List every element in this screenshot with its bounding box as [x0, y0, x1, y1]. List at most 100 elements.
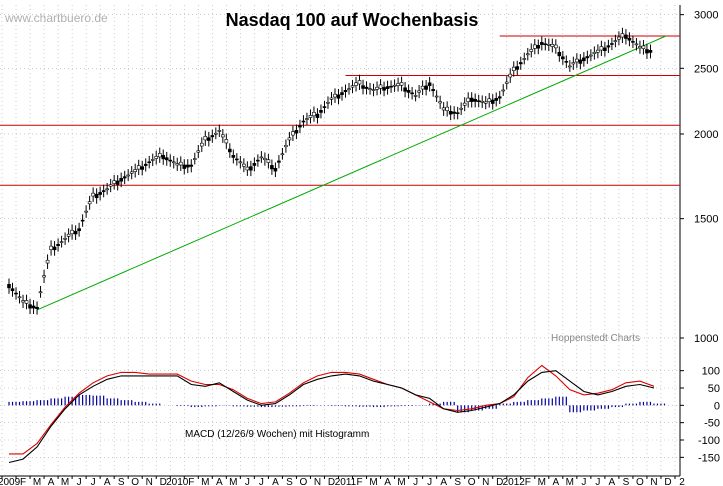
y-tick-label: 1000 [694, 333, 718, 345]
x-tick-label: S [118, 477, 125, 486]
y-tick-label: 2500 [694, 63, 718, 75]
macd-line [8, 370, 655, 464]
price-candle [561, 56, 565, 60]
price-candle [119, 178, 123, 182]
price-candle [375, 86, 379, 90]
price-candle [308, 115, 313, 118]
price-candle [466, 97, 470, 102]
x-tick-label: D [664, 477, 671, 486]
x-tick-label: J [595, 477, 600, 486]
price-candle [147, 161, 152, 164]
price-candle [105, 188, 109, 191]
price-candle [284, 145, 288, 148]
x-tick-label: 2 [679, 477, 685, 486]
price-candle [420, 85, 425, 90]
y-tick-label: 100 [702, 366, 720, 378]
chart-title: Nasdaq 100 auf Wochenbasis [226, 10, 479, 30]
price-candle [52, 246, 57, 251]
price-candle [175, 163, 180, 166]
price-candle [483, 101, 488, 104]
price-candle [617, 36, 621, 40]
price-candle [487, 98, 492, 102]
x-tick-label: M [369, 477, 377, 486]
price-candle [417, 90, 421, 93]
price-candle [196, 150, 201, 153]
price-candle [399, 82, 404, 86]
x-tick-label: S [286, 477, 293, 486]
price-candle [199, 142, 204, 147]
price-candle [557, 51, 562, 57]
x-tick-label: F [525, 477, 531, 486]
price-candle [568, 65, 572, 68]
price-candle [280, 153, 285, 156]
y-tick-label: 3000 [694, 10, 718, 22]
x-tick-label: A [384, 477, 391, 486]
price-candle [7, 284, 11, 289]
x-axis: 2009 F M A M J J A S O N D 2010 F M A M J J A S O N D 2011 F M A M J J… [0, 476, 685, 486]
price-candle [368, 88, 372, 91]
price-candle [217, 130, 222, 132]
x-tick-label: N [314, 477, 321, 486]
price-candle [301, 120, 306, 123]
price-candle [445, 106, 449, 111]
x-tick-label: A [440, 477, 447, 486]
x-tick-label: A [552, 477, 559, 486]
y-tick-label: -50 [704, 418, 720, 430]
x-tick-label: M [61, 477, 69, 486]
price-candle [473, 99, 477, 102]
price-candle [87, 201, 92, 205]
price-candle [350, 85, 355, 88]
x-tick-label: J [413, 477, 418, 486]
price-candle [490, 99, 495, 104]
x-tick-label: O [300, 477, 308, 486]
x-tick-label: O [636, 477, 644, 486]
price-candle [228, 148, 232, 153]
price-candle [56, 243, 60, 246]
price-candle [91, 192, 95, 197]
price-candle [406, 90, 411, 93]
price-candle [168, 159, 173, 162]
price-series [7, 27, 653, 315]
trend-line [36, 35, 667, 311]
price-candle [319, 110, 323, 113]
price-candle [455, 112, 460, 114]
price-candle [45, 259, 50, 264]
price-candle [14, 292, 18, 295]
x-tick-label: J [91, 477, 96, 486]
price-candle [592, 51, 597, 54]
price-candle [385, 86, 390, 89]
price-candle [42, 275, 46, 278]
price-candle [508, 73, 513, 78]
price-candle [21, 300, 25, 303]
price-candle [620, 33, 625, 38]
x-tick-label: M [538, 477, 546, 486]
price-candle [161, 155, 166, 160]
price-candle [157, 153, 162, 158]
macd-y-axis: 100 50 0 -50 -100 -150 [680, 366, 720, 464]
x-tick-label: 2009 [0, 477, 21, 486]
price-candle [185, 164, 190, 168]
price-candle [122, 176, 127, 179]
price-candle [340, 92, 344, 95]
price-candle [532, 44, 537, 49]
price-candle [585, 56, 590, 59]
price-candle [59, 241, 64, 243]
price-candle [515, 66, 520, 70]
price-candle [73, 230, 78, 235]
x-tick-label: J [581, 477, 586, 486]
price-candle [28, 304, 32, 309]
x-tick-label: M [566, 477, 574, 486]
price-candle [101, 190, 106, 192]
price-candle [550, 44, 555, 47]
x-tick-label: N [650, 477, 657, 486]
price-candle [231, 155, 236, 158]
price-candle [189, 164, 194, 167]
price-candle [207, 137, 211, 141]
price-candle [354, 82, 358, 86]
price-candle [273, 167, 278, 172]
price-candle [536, 45, 541, 49]
price-candle [24, 300, 29, 304]
x-tick-label: A [48, 477, 55, 486]
price-candle [115, 180, 120, 185]
